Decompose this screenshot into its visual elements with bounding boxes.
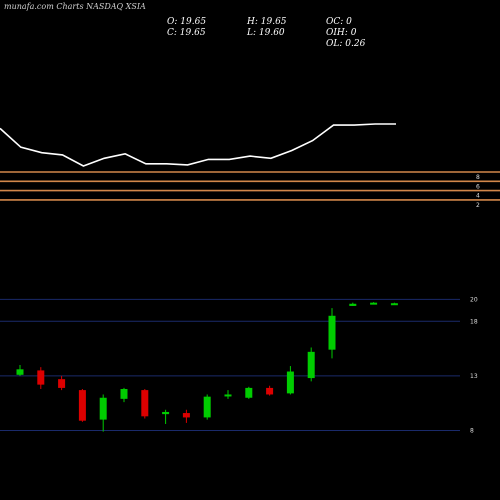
band-label: 2 <box>476 202 480 209</box>
oih-value: 0 <box>350 28 357 38</box>
candle-body <box>141 390 149 417</box>
band-label: 6 <box>476 183 480 190</box>
oc-readout: OC: 0 <box>326 17 352 27</box>
candle-body <box>203 396 211 418</box>
close-label: C: <box>167 28 177 38</box>
close-value: 19.65 <box>179 28 206 38</box>
high-value: 19.65 <box>260 17 287 27</box>
price-line <box>0 123 396 167</box>
candle-body <box>182 413 190 418</box>
low-readout: L: 19.60 <box>247 28 285 38</box>
y-tick-label: 18 <box>470 318 478 325</box>
high-label: H: <box>247 17 258 27</box>
y-tick-label: 13 <box>470 373 478 380</box>
candle-body <box>224 394 232 397</box>
candle-body <box>328 315 336 350</box>
candle-body <box>286 371 294 394</box>
candle-body <box>99 397 107 420</box>
ol-readout: OL: 0.26 <box>326 39 365 49</box>
low-value: 19.60 <box>258 28 285 38</box>
oc-value: 0 <box>346 17 352 27</box>
y-tick-label: 20 <box>470 296 478 303</box>
candle-body <box>162 411 170 415</box>
candle-body <box>390 303 398 306</box>
oih-readout: OIH: 0 <box>326 28 356 38</box>
open-label: O: <box>167 17 178 27</box>
candle-body <box>16 369 24 375</box>
candle-body <box>120 389 128 399</box>
candle-body <box>307 351 315 379</box>
candle-body <box>349 303 357 306</box>
candle-body <box>78 390 86 421</box>
source-label: munafa.com Charts NASDAQ XSIA <box>4 2 146 11</box>
band-label: 4 <box>476 193 480 200</box>
close-readout: C: 19.65 <box>167 28 206 38</box>
band-label: 8 <box>476 174 480 181</box>
oc-label: OC: <box>326 17 344 27</box>
candle-body <box>58 379 66 388</box>
high-readout: H: 19.65 <box>247 17 287 27</box>
ol-value: 0.26 <box>345 39 366 49</box>
ol-label: OL: <box>326 39 343 49</box>
y-tick-label: 8 <box>470 428 474 435</box>
candle-body <box>370 302 378 305</box>
oih-label: OIH: <box>326 28 348 38</box>
open-value: 19.65 <box>180 17 207 27</box>
candle-body <box>37 370 45 385</box>
candle-body <box>245 387 253 398</box>
candle-body <box>266 387 274 395</box>
open-readout: O: 19.65 <box>167 17 206 27</box>
low-label: L: <box>247 28 257 38</box>
